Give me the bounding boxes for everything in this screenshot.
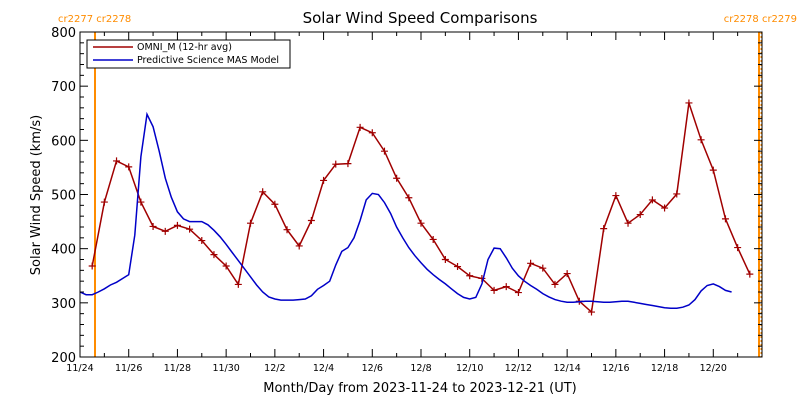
carrington-label-right: cr2278 cr2279	[724, 14, 797, 25]
data-point-omni	[721, 215, 729, 223]
data-point-omni	[161, 227, 169, 235]
y-tick-label: 300	[51, 297, 76, 312]
data-point-omni	[113, 157, 121, 165]
data-point-omni	[527, 259, 535, 267]
plot-frame	[79, 31, 763, 358]
data-point-omni	[210, 251, 218, 259]
data-point-omni	[247, 219, 254, 227]
data-point-omni	[234, 280, 242, 288]
x-tick-label: 11/30	[212, 363, 239, 374]
data-point-omni	[283, 226, 291, 234]
data-point-omni	[405, 194, 413, 202]
data-point-omni	[173, 221, 181, 229]
data-point-omni	[551, 280, 559, 288]
legend-box	[86, 39, 291, 69]
x-tick-label: 12/10	[456, 363, 483, 374]
carrington-label-left: cr2277 cr2278	[58, 14, 131, 25]
y-tick-label: 500	[51, 189, 76, 204]
data-point-omni	[88, 262, 96, 270]
legend-entry-mas-model: Predictive Science MAS Model	[137, 55, 279, 66]
data-point-omni	[624, 219, 632, 227]
y-tick-label: 600	[51, 134, 76, 149]
data-point-omni	[295, 242, 303, 250]
y-axis-label: Solar Wind Speed (km/s)	[29, 115, 44, 275]
data-point-omni	[429, 235, 437, 243]
data-point-omni	[332, 160, 340, 168]
legend: OMNI_M (12-hr avg) Predictive Science MA…	[86, 39, 291, 69]
data-point-omni	[186, 225, 194, 233]
series-layer	[79, 99, 754, 316]
data-point-omni	[149, 222, 157, 230]
axes: 200 300 400 500 600 700 800 11/24 11/26 11/28 11/3…	[51, 26, 763, 374]
y-tick-label: 200	[51, 351, 76, 366]
data-point-omni	[539, 264, 547, 272]
x-tick-label: 12/18	[651, 363, 678, 374]
data-point-omni	[356, 123, 364, 131]
data-point-omni	[661, 204, 669, 212]
x-tick-label: 11/26	[115, 363, 142, 374]
data-point-omni	[478, 274, 486, 282]
data-point-omni	[271, 200, 279, 208]
data-point-omni	[417, 219, 425, 227]
x-tick-label: 12/4	[313, 363, 334, 374]
data-point-omni	[307, 217, 315, 224]
x-tick-label: 11/28	[164, 363, 191, 374]
data-point-omni	[344, 160, 352, 168]
data-point-omni	[685, 99, 693, 107]
data-point-omni	[734, 244, 742, 252]
x-tick-label: 12/20	[700, 363, 727, 374]
carrington-rotation-markers	[94, 32, 762, 357]
data-point-omni	[514, 289, 522, 297]
data-point-omni	[368, 129, 376, 137]
x-tick-label: 12/14	[553, 363, 580, 374]
y-tick-label: 400	[51, 243, 76, 258]
data-point-omni	[709, 166, 717, 174]
data-point-omni	[393, 174, 401, 182]
data-point-omni	[125, 163, 133, 171]
data-point-omni	[490, 286, 498, 294]
x-tick-label: 12/2	[264, 363, 285, 374]
x-tick-label: 12/6	[362, 363, 383, 374]
data-point-omni	[502, 283, 510, 291]
data-point-omni	[454, 263, 462, 271]
data-point-omni	[563, 270, 571, 278]
data-point-omni	[137, 198, 145, 206]
data-point-omni	[697, 136, 705, 144]
data-point-omni	[259, 188, 267, 196]
x-tick-label: 12/8	[410, 363, 431, 374]
data-point-omni	[612, 192, 620, 200]
data-point-omni	[320, 176, 328, 184]
y-tick-label: 700	[51, 80, 76, 95]
x-tick-label: 12/12	[505, 363, 532, 374]
data-point-omni	[648, 196, 656, 204]
x-tick-label: 11/24	[66, 363, 93, 374]
data-point-omni	[636, 211, 644, 219]
series-line-mas-model	[79, 111, 732, 310]
series-line-omni	[91, 102, 751, 314]
data-point-omni	[222, 262, 230, 270]
x-axis-label: Month/Day from 2023-11-24 to 2023-12-21 …	[263, 381, 576, 396]
data-point-omni	[380, 147, 388, 155]
data-point-omni	[673, 190, 681, 198]
x-tick-label: 12/16	[602, 363, 629, 374]
data-point-omni	[746, 270, 754, 278]
legend-entry-omni: OMNI_M (12-hr avg)	[137, 42, 232, 53]
data-point-omni	[466, 272, 474, 280]
chart-title: Solar Wind Speed Comparisons	[303, 9, 538, 27]
y-tick-label: 800	[51, 26, 76, 41]
data-point-omni	[441, 256, 449, 263]
data-point-omni	[600, 225, 608, 233]
data-point-omni	[100, 198, 108, 206]
data-point-omni	[198, 237, 206, 245]
data-point-omni	[588, 308, 595, 316]
